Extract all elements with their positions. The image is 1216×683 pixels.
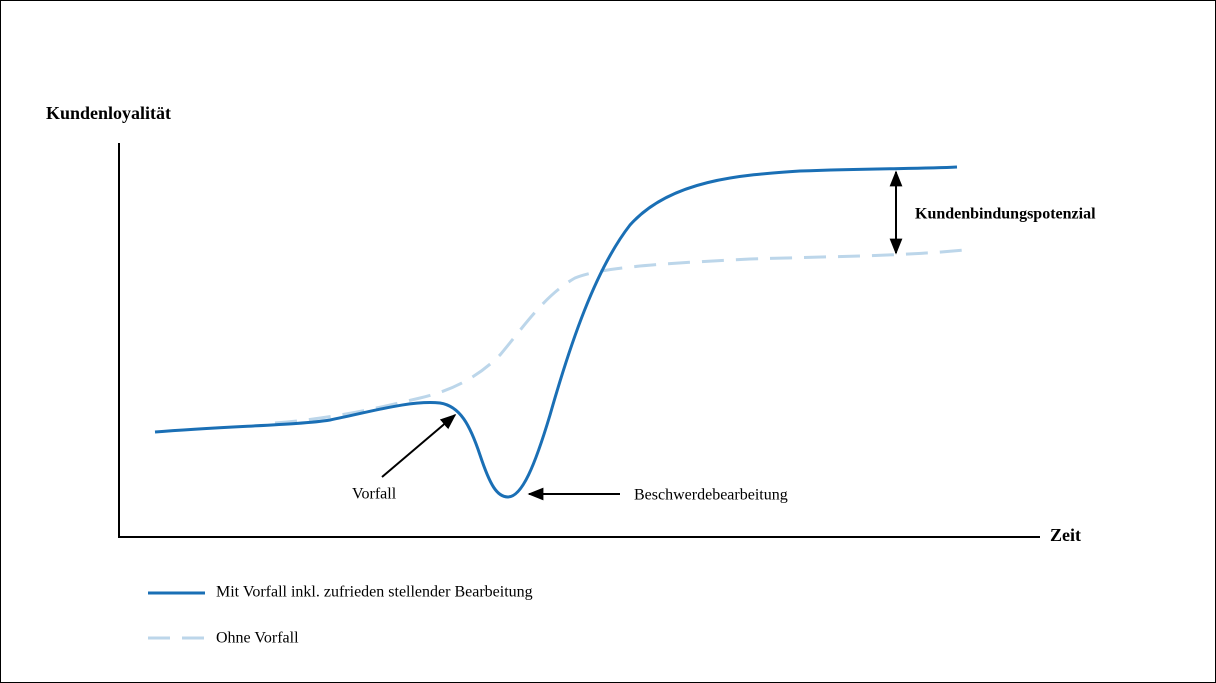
incident-arrow <box>381 413 457 478</box>
curve-with-incident <box>154 165 958 499</box>
y-axis-label: Kundenloyalität <box>46 103 171 123</box>
curve-without-incident <box>274 248 966 425</box>
x-axis-label: Zeit <box>1050 525 1081 545</box>
incident-label: Vorfall <box>352 486 397 503</box>
complaint-label: Beschwerdebearbeitung <box>634 487 788 504</box>
legend-label: Mit Vorfall inkl. zufrieden stellender B… <box>216 584 533 601</box>
potential-label: Kundenbindungspotenzial <box>915 206 1096 223</box>
legend-label: Ohne Vorfall <box>216 630 299 647</box>
